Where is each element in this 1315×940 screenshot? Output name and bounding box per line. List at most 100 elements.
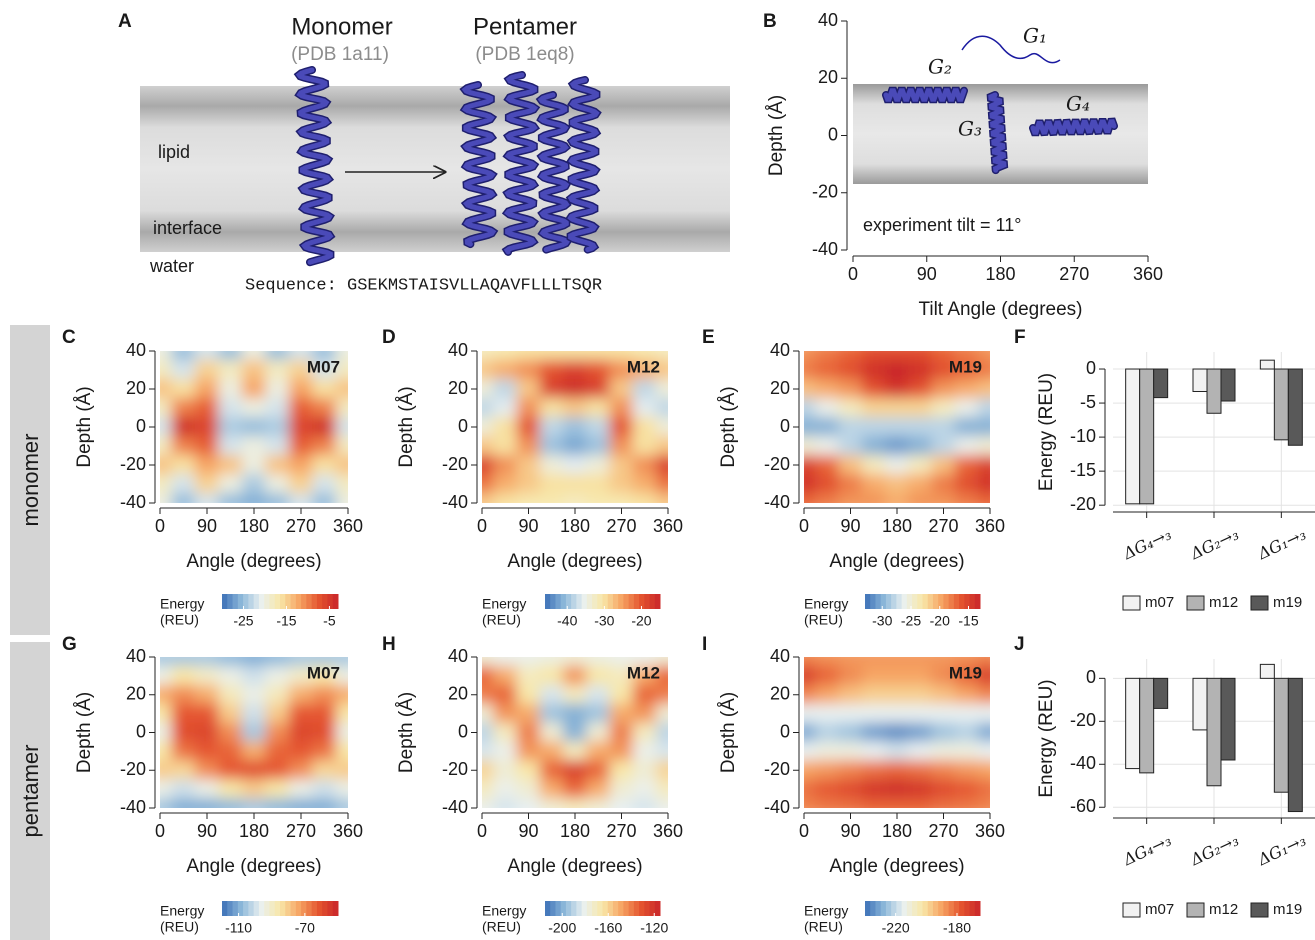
colorbar-step xyxy=(280,901,286,916)
colorbar-step xyxy=(927,594,934,609)
colorbar-step xyxy=(306,901,313,916)
heat-cell xyxy=(312,722,337,743)
colorbar-step xyxy=(618,901,624,916)
helix xyxy=(461,82,497,247)
heat-cell xyxy=(884,798,910,808)
colorbar-tick-label: -70 xyxy=(295,920,315,936)
heat-cell xyxy=(482,657,495,667)
bar xyxy=(1259,663,1275,679)
colorbar-step xyxy=(237,901,244,916)
heat-cell xyxy=(655,360,668,380)
heat-cell xyxy=(160,360,173,380)
colorbar-step xyxy=(948,594,955,609)
heat-cell xyxy=(838,657,863,667)
y-tick-label: 0 xyxy=(780,721,790,741)
heat-cell xyxy=(265,379,290,399)
helix xyxy=(883,88,967,102)
heat-cell xyxy=(335,351,348,361)
heatmap-cells xyxy=(804,657,990,808)
heat-cell xyxy=(931,760,956,781)
heat-cell xyxy=(171,703,196,724)
heat-cell xyxy=(516,779,541,800)
heat-cell xyxy=(218,398,243,418)
colorbar-step xyxy=(623,901,630,916)
x-tick-label: 90 xyxy=(917,264,937,284)
heat-cell xyxy=(160,474,173,494)
heat-cell xyxy=(586,417,611,437)
x-tick-label: 270 xyxy=(1059,264,1089,284)
heat-cell xyxy=(482,665,495,686)
colorbar-step xyxy=(953,594,960,609)
heat-cell xyxy=(265,455,290,475)
heatmap xyxy=(804,351,990,503)
heat-cell xyxy=(171,657,196,667)
heat-cell xyxy=(884,657,910,667)
y-tick-label: 0 xyxy=(458,416,468,436)
heat-cell xyxy=(884,455,910,475)
x-tick-label: ΔG₄→₃ xyxy=(1119,830,1174,869)
heat-cell xyxy=(861,493,886,503)
heat-cell xyxy=(908,379,933,399)
y-tick-label: -40 xyxy=(764,492,790,512)
colorbar-step xyxy=(592,594,598,609)
heat-cell xyxy=(482,379,495,399)
heat-cell xyxy=(815,474,840,494)
heat-cell xyxy=(977,760,990,781)
heat-cell xyxy=(884,474,910,494)
heat-cell xyxy=(931,703,956,724)
heat-cell xyxy=(815,398,840,418)
heat-cell xyxy=(908,703,933,724)
legend-swatch xyxy=(1122,902,1141,918)
panel-letter: F xyxy=(1014,327,1026,348)
row-label: monomer xyxy=(18,434,43,527)
y-axis-label: Energy (REU) xyxy=(1036,679,1057,797)
heat-cell xyxy=(586,379,611,399)
heat-cell xyxy=(586,455,611,475)
heat-cell xyxy=(335,665,348,686)
heat-cell xyxy=(288,798,314,808)
heat-cell xyxy=(908,360,933,380)
colorbar-step xyxy=(969,594,976,609)
x-tick-label: 360 xyxy=(653,516,683,536)
heat-cell xyxy=(482,351,495,361)
heat-cell xyxy=(288,703,314,724)
x-tick-label: 180 xyxy=(882,516,912,536)
heat-cell xyxy=(516,684,541,705)
legend-label: m07 xyxy=(1145,594,1174,611)
x-tick-label: 180 xyxy=(239,821,269,841)
colorbar-step xyxy=(285,901,292,916)
heat-cell xyxy=(218,493,243,503)
colorbar-step xyxy=(974,594,981,609)
heat-cell xyxy=(312,657,337,667)
heat-cell xyxy=(908,657,933,667)
x-tick-label: 180 xyxy=(239,516,269,536)
heat-cell xyxy=(241,398,267,418)
heat-cell xyxy=(954,779,979,800)
heat-cell xyxy=(171,455,196,475)
heat-cell xyxy=(655,779,668,800)
y-tick-label: -40 xyxy=(120,492,146,512)
y-tick-label: 0 xyxy=(136,721,146,741)
heat-cell xyxy=(539,493,564,503)
heat-cell xyxy=(977,379,990,399)
heat-cell xyxy=(954,455,979,475)
heat-cell xyxy=(609,703,634,724)
heatmap xyxy=(160,657,348,808)
y-tick-label: -20 xyxy=(1070,710,1096,730)
heat-cell xyxy=(931,474,956,494)
layer-label: water xyxy=(149,256,194,276)
heat-cell xyxy=(160,398,173,418)
heat-cell xyxy=(241,684,267,705)
colorbar-step xyxy=(253,901,260,916)
y-tick-label: 0 xyxy=(136,416,146,436)
heat-cell xyxy=(335,779,348,800)
heat-cell xyxy=(288,779,314,800)
colorbar-step xyxy=(592,901,598,916)
heat-cell xyxy=(171,722,196,743)
heat-cell xyxy=(977,493,990,503)
heat-cell xyxy=(977,436,990,456)
heat-cell xyxy=(954,703,979,724)
colorbar-step xyxy=(880,594,887,609)
heat-cell xyxy=(539,436,564,456)
heat-cell xyxy=(954,665,979,686)
